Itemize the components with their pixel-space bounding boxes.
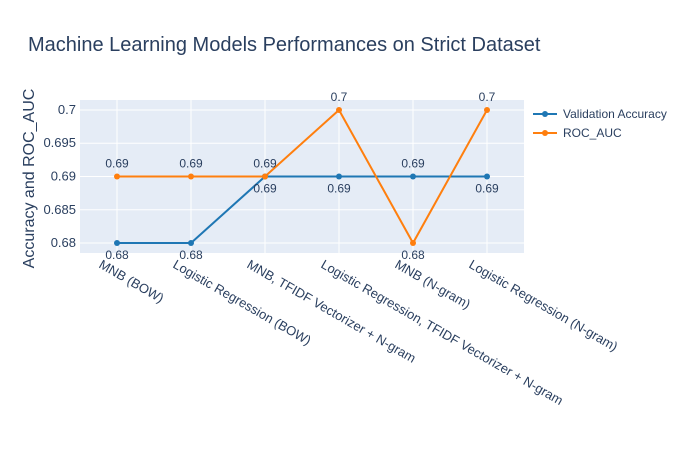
legend-label: Validation Accuracy bbox=[563, 107, 667, 121]
y-tick-label: 0.7 bbox=[58, 102, 76, 117]
y-axis-title: Accuracy and ROC_AUC bbox=[21, 89, 38, 269]
y-tick-label: 0.685 bbox=[43, 202, 76, 217]
y-tick-label: 0.695 bbox=[43, 135, 76, 150]
legend-label: ROC_AUC bbox=[563, 126, 622, 140]
data-label: 0.68 bbox=[105, 248, 129, 262]
data-label: 0.7 bbox=[479, 90, 496, 104]
data-labels: 0.68 0.68 0.69 0.69 0.69 0.69 0.69 0.69 0.69 0.7 0… bbox=[105, 90, 499, 262]
data-point bbox=[336, 173, 342, 180]
data-point bbox=[410, 173, 416, 180]
data-label: 0.68 bbox=[401, 248, 425, 262]
data-label: 0.69 bbox=[327, 182, 351, 196]
data-label: 0.69 bbox=[475, 182, 499, 196]
series-group bbox=[114, 106, 490, 247]
series-line bbox=[117, 175, 487, 245]
data-point bbox=[262, 173, 268, 180]
x-tick-label: Logistic Regression (N-gram) bbox=[467, 257, 621, 355]
data-label: 0.7 bbox=[331, 90, 348, 104]
legend-item[interactable]: ROC_AUC bbox=[533, 126, 622, 140]
legend-swatch-marker bbox=[542, 111, 548, 117]
data-point bbox=[114, 173, 120, 180]
chart-title: Machine Learning Models Performances on … bbox=[28, 34, 541, 56]
y-tick-label: 0.69 bbox=[51, 169, 76, 184]
data-label: 0.69 bbox=[253, 182, 277, 196]
data-label: 0.69 bbox=[179, 157, 203, 171]
data-point bbox=[114, 240, 120, 247]
series-line bbox=[117, 108, 488, 246]
x-tick-label: Logistic Regression (BOW) bbox=[171, 257, 314, 348]
data-label: 0.69 bbox=[105, 157, 129, 171]
y-axis: 0.68 0.685 0.69 0.695 0.7 bbox=[43, 102, 76, 250]
data-point bbox=[336, 106, 342, 113]
data-point bbox=[484, 106, 490, 113]
x-tick-label: MNB (BOW) bbox=[97, 257, 167, 306]
legend-item[interactable]: Validation Accuracy bbox=[533, 107, 667, 121]
legend-swatch-marker bbox=[542, 130, 548, 136]
data-point bbox=[410, 240, 416, 247]
data-point bbox=[188, 240, 194, 247]
legend[interactable]: Validation Accuracy ROC_AUC bbox=[533, 107, 667, 140]
data-point bbox=[188, 173, 194, 180]
data-point bbox=[484, 173, 490, 180]
x-axis: MNB (BOW) Logistic Regression (BOW)MNB, T… bbox=[97, 257, 621, 408]
data-label: 0.69 bbox=[401, 157, 425, 171]
y-tick-label: 0.68 bbox=[51, 235, 76, 250]
data-label: 0.69 bbox=[253, 157, 277, 171]
data-label: 0.68 bbox=[179, 248, 203, 262]
